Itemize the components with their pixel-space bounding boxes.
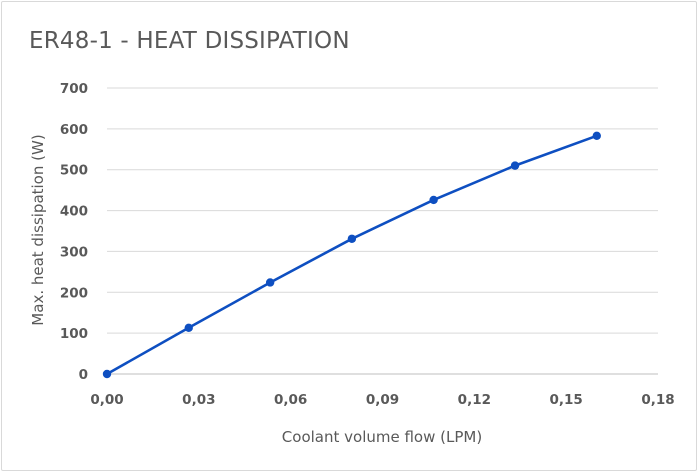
data-point <box>347 234 357 243</box>
x-tick-labels: 0,00 0,03 0,06 0,09 0,12 0,15 0,18 <box>90 392 674 408</box>
x-tick-label: 0,00 <box>90 392 123 408</box>
data-point <box>429 195 438 205</box>
y-axis-title: Max. heat dissipation (W) <box>29 134 47 325</box>
y-tick-label: 300 <box>60 244 88 260</box>
y-tick-labels: 0 100 200 300 400 500 600 700 <box>60 81 88 383</box>
series-line <box>105 134 599 376</box>
x-tick-label: 0,03 <box>182 392 215 408</box>
x-tick-label: 0,18 <box>641 392 674 408</box>
x-axis-title: Coolant volume flow (LPM) <box>282 428 482 446</box>
data-point <box>184 323 193 333</box>
data-point <box>510 161 520 170</box>
gridlines <box>107 87 658 375</box>
data-point <box>592 131 601 141</box>
y-tick-label: 0 <box>79 367 88 383</box>
x-tick-label: 0,15 <box>550 392 583 408</box>
y-tick-label: 100 <box>60 326 88 342</box>
series-group <box>102 131 601 379</box>
chart-title: ER48-1 - HEAT DISSIPATION <box>29 28 350 54</box>
x-tick-label: 0,06 <box>274 392 307 408</box>
y-tick-label: 500 <box>60 163 88 179</box>
data-point <box>265 278 275 287</box>
data-point <box>102 369 112 379</box>
y-tick-label: 700 <box>60 81 88 97</box>
y-tick-label: 600 <box>60 122 88 138</box>
x-tick-label: 0,12 <box>458 392 491 408</box>
y-tick-label: 400 <box>60 204 88 220</box>
y-tick-label: 200 <box>60 285 88 301</box>
x-tick-label: 0,09 <box>366 392 399 408</box>
